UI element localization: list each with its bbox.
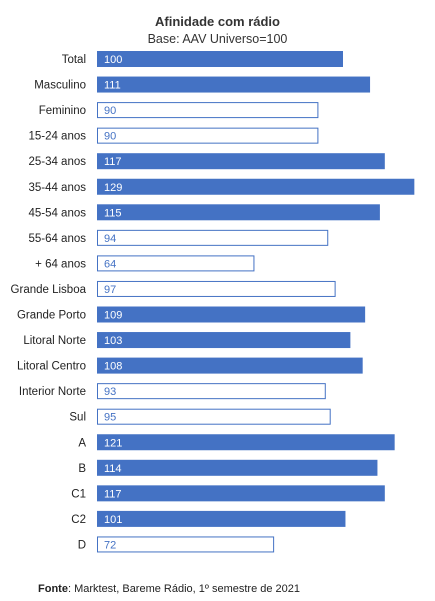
bar: [97, 536, 275, 553]
category-label: + 64 anos: [35, 258, 86, 270]
chart-title: Afinidade com rádio: [155, 14, 280, 29]
category-label: Interior Norte: [19, 386, 86, 398]
category-label: 55-64 anos: [28, 233, 86, 245]
source-label: Fonte: [38, 583, 68, 595]
bar-value-label: 129: [104, 182, 122, 194]
category-label: A: [78, 437, 86, 449]
bar: [97, 127, 319, 144]
bar: [97, 255, 255, 272]
source-text: : Marktest, Bareme Rádio, 1º semestre de…: [67, 583, 301, 595]
category-label: C1: [71, 488, 86, 500]
bar: [97, 51, 343, 67]
category-label: Litoral Norte: [23, 335, 86, 347]
bar-value-label: 90: [104, 131, 116, 143]
category-label: Grande Porto: [17, 310, 86, 322]
bar-value-label: 90: [104, 105, 116, 117]
bar-value-label: 117: [104, 156, 122, 168]
category-label: 35-44 anos: [28, 182, 86, 194]
bar: [97, 434, 395, 451]
bar-value-label: 72: [104, 539, 116, 551]
category-label: D: [78, 539, 86, 551]
bar: [97, 204, 380, 221]
bar: [97, 178, 415, 195]
category-label: Total: [62, 54, 86, 66]
bar: [97, 383, 326, 400]
bar-value-label: 101: [104, 514, 122, 526]
bar-value-label: 108: [104, 361, 122, 373]
category-label: Litoral Centro: [17, 361, 86, 373]
bar-value-label: 94: [104, 233, 116, 245]
bar-value-label: 121: [104, 437, 122, 449]
bar-value-label: 111: [104, 80, 121, 92]
bar-value-label: 95: [104, 412, 116, 424]
bar: [97, 76, 371, 93]
bar-value-label: 64: [104, 258, 116, 270]
category-label: 15-24 anos: [28, 131, 86, 143]
chart-subtitle: Base: AAV Universo=100: [147, 32, 288, 46]
category-label: 45-54 anos: [28, 207, 86, 219]
bar: [97, 280, 336, 297]
bar-value-label: 109: [104, 310, 122, 322]
bar: [97, 459, 378, 476]
bar-value-label: 97: [104, 284, 116, 296]
category-label: C2: [71, 514, 86, 526]
bar: [97, 357, 363, 374]
bar: [97, 510, 346, 527]
bar: [97, 229, 329, 246]
category-label: Grande Lisboa: [11, 284, 87, 296]
bar: [97, 485, 385, 502]
bar-value-label: 115: [104, 207, 122, 219]
category-label: Sul: [69, 412, 86, 424]
bar-value-label: 117: [104, 488, 122, 500]
category-label: Feminino: [39, 105, 86, 117]
bar-value-label: 103: [104, 335, 122, 347]
source-note: Fonte: Marktest, Bareme Rádio, 1º semest…: [38, 583, 300, 595]
category-label: Masculino: [34, 80, 86, 92]
category-label: B: [78, 463, 86, 475]
bar: [97, 306, 366, 323]
bar-value-label: 93: [104, 386, 116, 398]
bar: [97, 153, 385, 170]
bar-value-label: 100: [104, 54, 122, 66]
bar: [97, 102, 319, 119]
bar: [97, 408, 331, 425]
bar-value-label: 114: [104, 463, 122, 475]
bar: [97, 332, 351, 349]
category-label: 25-34 anos: [28, 156, 86, 168]
